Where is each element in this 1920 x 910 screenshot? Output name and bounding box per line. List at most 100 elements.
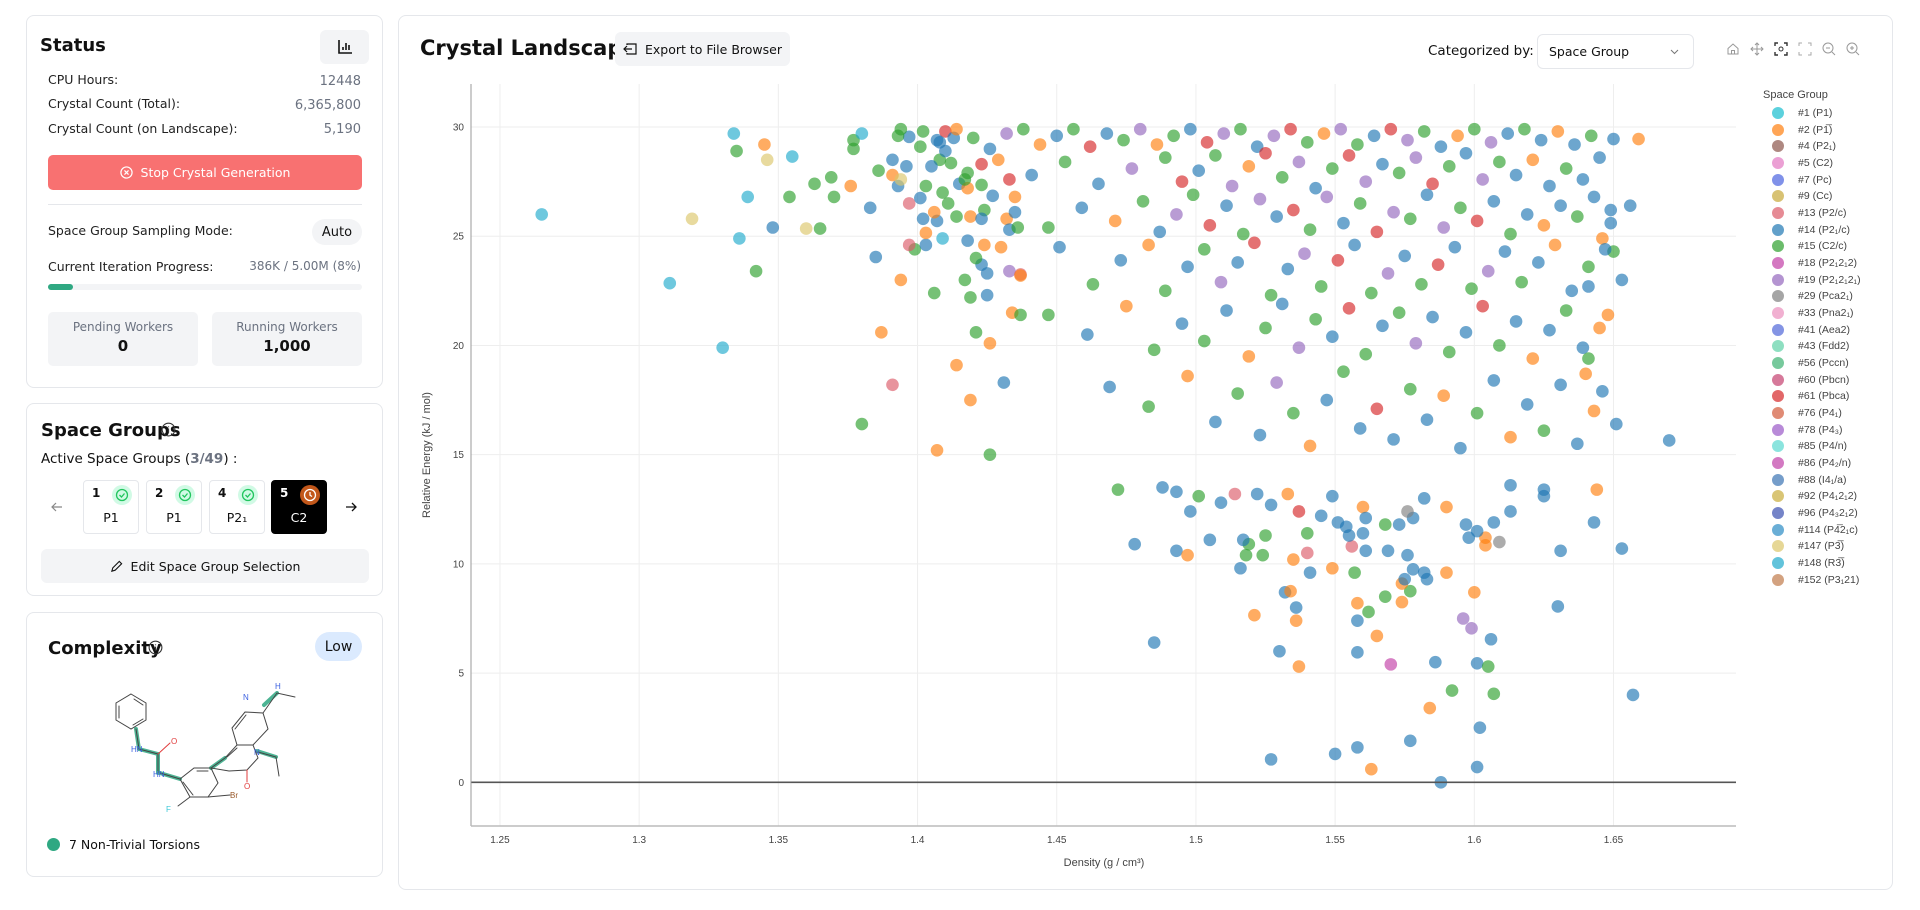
y-tick-label: 30	[453, 123, 465, 134]
legend-marker-icon	[1772, 123, 1784, 136]
info-icon[interactable]	[161, 422, 176, 437]
stats-button[interactable]	[320, 30, 369, 64]
legend-item[interactable]: #4 (P2₁)	[1772, 138, 1836, 154]
legend-item[interactable]: #13 (P2/c)	[1772, 205, 1846, 221]
data-point-sg14	[1426, 310, 1439, 324]
data-point-sg14	[980, 288, 994, 302]
data-point-sg14	[1454, 441, 1467, 455]
iteration-progress-label: Current Iteration Progress:	[48, 259, 214, 274]
x-tick-label: 1.35	[769, 835, 789, 846]
legend-item[interactable]: #85 (P4/n)	[1772, 438, 1847, 454]
data-point-sg2	[1526, 352, 1540, 365]
data-point-sg14	[1264, 498, 1278, 512]
autoscale-icon[interactable]	[1797, 41, 1813, 57]
data-point-sg15	[1584, 129, 1598, 143]
x-axis-title: Density (g / cm³)	[1064, 857, 1145, 869]
legend-item[interactable]: #114 (P4̅2₁c)	[1772, 522, 1858, 538]
data-point-sg148	[741, 190, 755, 204]
zoom-out-icon[interactable]	[1821, 41, 1837, 57]
data-point-sg15	[1403, 584, 1417, 598]
home-icon[interactable]	[1725, 41, 1741, 57]
data-point-sg15	[1454, 201, 1467, 215]
legend-item[interactable]: #96 (P4₃2₁2)	[1772, 505, 1858, 521]
data-point-sg14	[1367, 129, 1381, 143]
pan-icon[interactable]	[1749, 41, 1765, 57]
data-point-sg2	[1537, 219, 1551, 232]
space-group-chip-active[interactable]: 5 C2	[271, 480, 327, 534]
legend-item[interactable]: #2 (P1̅)	[1772, 122, 1832, 138]
legend-item[interactable]: #15 (C2/c)	[1772, 238, 1847, 254]
complexity-title: Complexity	[48, 638, 162, 659]
data-point-sg14	[1253, 428, 1267, 442]
legend-label: #78 (P4₃)	[1798, 423, 1843, 436]
data-point-sg15	[1275, 170, 1289, 184]
data-point-sg15	[1011, 221, 1025, 234]
legend-item[interactable]: #41 (Aea2)	[1772, 322, 1850, 338]
data-point-sg148	[733, 232, 746, 245]
legend-item[interactable]: #5 (C2)	[1772, 155, 1833, 171]
chip-symbol: P1	[103, 510, 119, 525]
stop-generation-button[interactable]: Stop Crystal Generation	[48, 155, 362, 190]
data-point-sg2	[1014, 269, 1027, 282]
legend-item[interactable]: #76 (P4₁)	[1772, 405, 1842, 421]
x-tick-label: 1.4	[911, 835, 925, 846]
arrow-left-icon[interactable]	[50, 500, 64, 514]
legend-item[interactable]: #43 (Fdd2)	[1772, 338, 1849, 354]
data-point-sg15	[919, 179, 933, 193]
legend-item[interactable]: #19 (P2₁2₁2₁)	[1772, 272, 1861, 288]
data-point-sg15	[783, 190, 796, 204]
legend-item[interactable]: #78 (P4₃)	[1772, 422, 1843, 438]
legend-marker-icon	[1772, 507, 1784, 520]
legend-item[interactable]: #92 (P4₁2₁2)	[1772, 488, 1857, 504]
data-point-sg2	[919, 226, 933, 240]
data-point-sg15	[966, 131, 980, 145]
data-point-sg2	[991, 153, 1005, 167]
space-group-chip[interactable]: 2 P1	[146, 480, 202, 534]
legend-item[interactable]: #61 (Pbca)	[1772, 388, 1849, 404]
legend-item[interactable]: #148 (R3̅)	[1772, 555, 1845, 571]
legend-item[interactable]: #14 (P2₁/c)	[1772, 222, 1850, 238]
legend-item[interactable]: #60 (Pbcn)	[1772, 372, 1849, 388]
legend-item[interactable]: #29 (Pca2₁)	[1772, 288, 1853, 304]
legend-item[interactable]: #152 (P3₁21)	[1772, 572, 1859, 588]
legend-item[interactable]: #9 (Cc)	[1772, 188, 1832, 204]
legend-item[interactable]: #86 (P4₂/n)	[1772, 455, 1851, 471]
data-point-sg2	[983, 336, 997, 350]
sampling-mode-pill[interactable]: Auto	[312, 219, 362, 245]
data-point-sg14	[1504, 505, 1517, 518]
chip-symbol: P1	[166, 510, 182, 525]
space-group-chip[interactable]: 4 P2₁	[209, 480, 265, 534]
legend-item[interactable]: #56 (Pccn)	[1772, 355, 1849, 371]
info-icon[interactable]	[148, 640, 163, 655]
data-point-sg15	[847, 142, 860, 156]
zoom-in-icon[interactable]	[1845, 41, 1861, 57]
data-point-sg15	[1392, 166, 1406, 180]
data-point-sg14	[1156, 481, 1169, 494]
data-point-sg14	[1351, 741, 1364, 754]
legend-marker-icon	[1772, 273, 1784, 286]
space-group-chip[interactable]: 1 P1	[83, 480, 139, 534]
export-button[interactable]: Export to File Browser	[615, 32, 790, 66]
legend-label: #88 (I4₁/a)	[1798, 473, 1847, 486]
x-tick-label: 1.65	[1604, 835, 1624, 846]
clock-icon	[300, 485, 320, 505]
legend-item[interactable]: #88 (I4₁/a)	[1772, 472, 1847, 488]
legend-item[interactable]: #33 (Pna2₁)	[1772, 305, 1854, 321]
arrow-right-icon[interactable]	[344, 500, 358, 514]
box-zoom-icon[interactable]	[1773, 41, 1789, 57]
categorized-by-select[interactable]: Space Group	[1537, 34, 1694, 69]
data-point-sg2	[1440, 566, 1453, 579]
data-point-sg19	[1465, 622, 1478, 635]
data-point-sg15	[983, 448, 997, 461]
legend-item[interactable]: #147 (P3̅)	[1772, 538, 1844, 554]
data-point-sg14	[1459, 326, 1473, 339]
legend-item[interactable]: #1 (P1)	[1772, 105, 1832, 121]
edit-space-group-button[interactable]: Edit Space Group Selection	[41, 549, 369, 583]
legend-item[interactable]: #7 (Pc)	[1772, 172, 1832, 188]
data-point-sg14	[1509, 315, 1523, 328]
data-point-sg148	[727, 127, 741, 140]
data-point-sg14	[1184, 122, 1197, 136]
legend-label: #9 (Cc)	[1798, 190, 1833, 203]
legend-item[interactable]: #18 (P2₁2₁2)	[1772, 255, 1857, 271]
